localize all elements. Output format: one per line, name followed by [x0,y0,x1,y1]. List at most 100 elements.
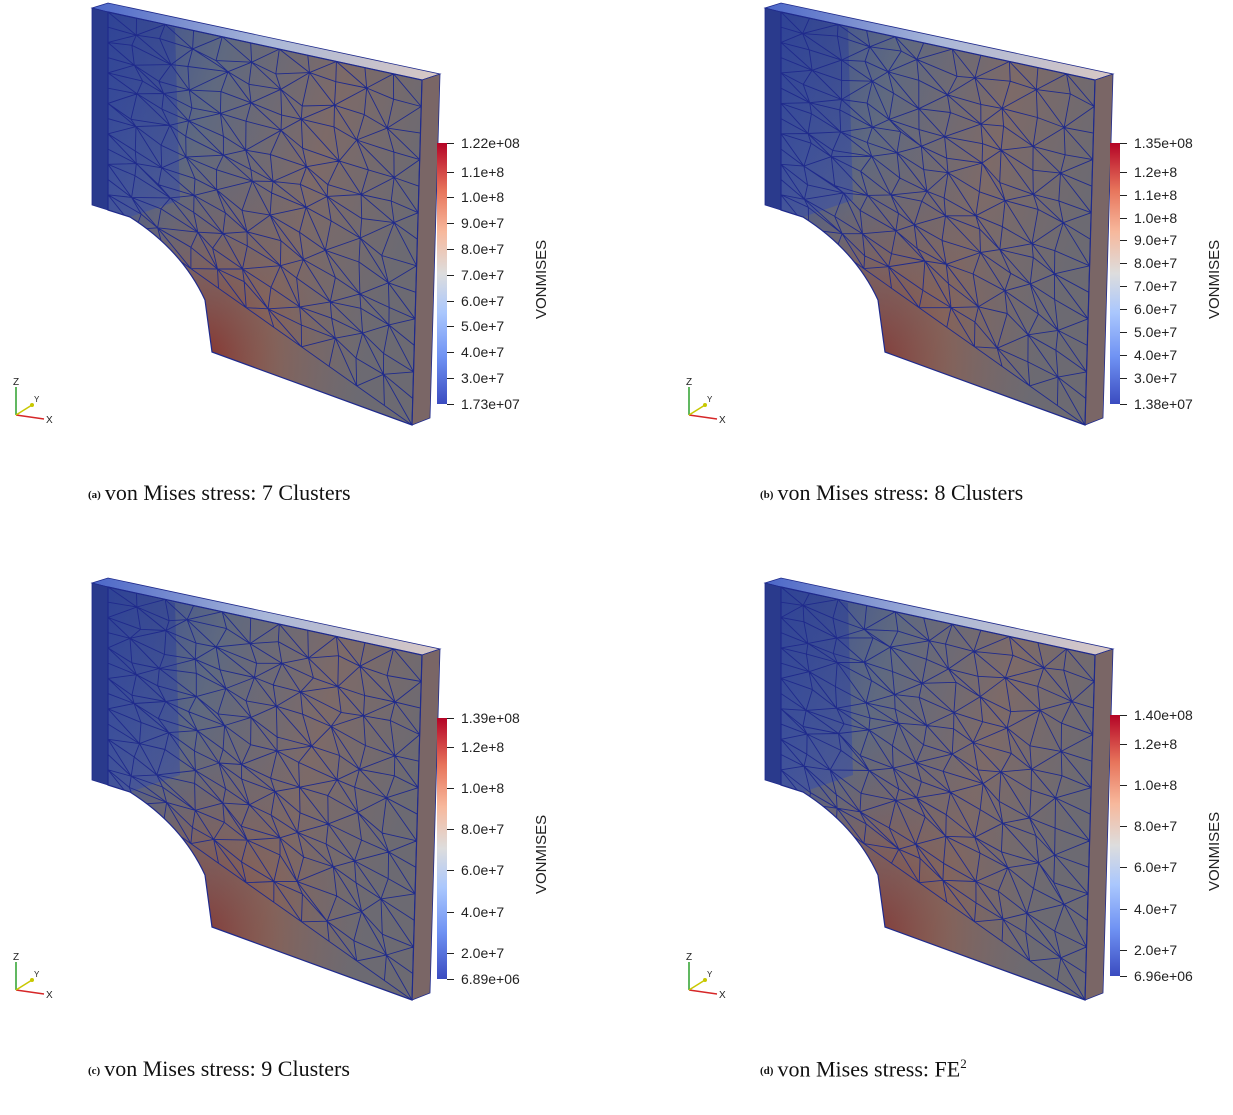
colorbar-tick-label: 1.0e+8 [461,189,505,206]
colorbar-tick-label: 2.0e+7 [1134,941,1178,958]
colorbar-tick [1120,171,1127,173]
plate-outline [107,586,423,1001]
mesh-plot [763,2,1115,426]
colorbar-tick [1120,949,1127,951]
colorbar-tick [1120,377,1127,379]
colorbar-tick [1120,867,1127,869]
caption-text: von Mises stress: 8 Clusters [777,480,1024,505]
colorbar-gradient [437,143,447,404]
colorbar-gradient [437,718,447,979]
orientation-axes: Z Y X [686,952,726,1000]
plate-left-face [764,7,782,211]
colorbar-tick [1120,263,1127,265]
colorbar-max-label: 1.35e+08 [1134,135,1193,151]
colorbar-tick-label: 5.0e+7 [461,318,505,335]
colorbar-tick-label: 7.0e+7 [1134,278,1178,295]
panel-a: 1.22e+08 1.1e+8 1.0e+8 9.0e+7 8.0e+7 7.0e+7 6.… [0,0,600,540]
colorbar-tick [1120,715,1127,716]
colorbar-tick-label: 9.0e+7 [461,215,505,232]
panel-caption: (b) von Mises stress: 8 Clusters [760,480,1023,506]
colorbar-min-label: 6.96e+06 [1134,968,1193,984]
colorbar-tick-label: 4.0e+7 [461,344,505,361]
colorbar-tick [447,787,454,789]
colorbar-tick [1120,286,1127,288]
mesh-plot [90,577,442,1001]
colorbar-max-label: 1.40e+08 [1134,707,1193,723]
colorbar-tick [447,952,454,954]
axis-label-z: Z [13,952,19,963]
colorbar-tick-label: 6.0e+7 [461,862,505,879]
colorbar-tick [1120,143,1127,144]
colorbar-tick-label: 1.1e+8 [1134,186,1178,203]
axis-label-x: X [46,415,53,425]
colorbar-tick-label: 1.0e+8 [1134,776,1178,793]
axis-label-x: X [46,990,53,1000]
panel-caption: (c) von Mises stress: 9 Clusters [88,1056,350,1082]
caption-superscript: 2 [960,1056,967,1071]
panel-caption: (a) von Mises stress: 7 Clusters [88,480,351,506]
colorbar: 1.40e+08 1.2e+8 1.0e+8 8.0e+7 6.0e+7 4.0e+7 2.… [1110,707,1193,984]
axis-label-z: Z [13,377,19,388]
colorbar-tick-label: 1.0e+8 [1134,209,1178,226]
colorbar-gradient [1110,715,1120,976]
colorbar-tick-label: 6.0e+7 [1134,859,1178,876]
colorbar: 1.22e+08 1.1e+8 1.0e+8 9.0e+7 8.0e+7 7.0e+7 6.… [437,135,520,412]
colorbar-tick-label: 1.2e+8 [1134,163,1178,180]
colorbar-tick [447,300,454,302]
colorbar-tick [1120,826,1127,828]
colorbar-tick [447,197,454,199]
plate-outline [780,11,1096,426]
colorbar-min-label: 6.89e+06 [461,971,520,987]
colorbar-tick [447,718,454,719]
colorbar-tick [447,979,454,980]
colorbar-tick [1120,743,1127,745]
axis-label-z: Z [686,377,692,388]
colorbar-tick [447,352,454,354]
colorbar-tick [447,404,454,405]
colorbar-title: VONMISES [533,814,550,894]
colorbar-title: VONMISES [533,239,550,319]
colorbar-tick [1120,309,1127,311]
colorbar-tick-label: 8.0e+7 [1134,818,1178,835]
colorbar-tick [1120,976,1127,977]
orientation-axes: Z Y X [13,377,53,425]
caption-tag: (c) [88,1065,101,1077]
plate-outline [780,586,1096,1001]
colorbar-tick [1120,354,1127,356]
colorbar-tick [1120,217,1127,219]
colorbar-tick [447,171,454,173]
colorbar-tick-label: 6.0e+7 [1134,301,1178,318]
colorbar-tick [1120,332,1127,334]
colorbar-tick [447,249,454,251]
colorbar-tick [1120,404,1127,405]
colorbar-tick-label: 3.0e+7 [1134,369,1178,386]
axis-label-y: Y [707,395,713,404]
panel-c: 1.39e+08 1.2e+8 1.0e+8 8.0e+7 6.0e+7 4.0e+7 2.… [0,575,600,1115]
colorbar-tick-label: 8.0e+7 [1134,255,1178,272]
colorbar-title: VONMISES [1206,239,1223,319]
colorbar-min-label: 1.38e+07 [1134,396,1193,412]
stress-hotspot [781,587,1095,1000]
colorbar-tick-label: 1.2e+8 [1134,735,1178,752]
colorbar-tick [447,377,454,379]
colorbar: 1.39e+08 1.2e+8 1.0e+8 8.0e+7 6.0e+7 4.0e+7 2.… [437,710,520,987]
colorbar-tick-label: 6.0e+7 [461,292,505,309]
colorbar-tick-label: 8.0e+7 [461,821,505,838]
axis-label-y: Y [707,970,713,979]
caption-text: von Mises stress: FE [777,1056,961,1082]
low-stress-region [781,12,853,217]
colorbar-tick [447,746,454,748]
colorbar-tick-label: 5.0e+7 [1134,324,1178,341]
colorbar-tick-label: 1.0e+8 [461,779,505,796]
mesh-plot [90,2,442,426]
colorbar-max-label: 1.22e+08 [461,135,520,151]
colorbar-tick [447,223,454,225]
colorbar-tick-label: 2.0e+7 [461,944,505,961]
colorbar-min-label: 1.73e+07 [461,396,520,412]
mesh-plot [763,577,1115,1001]
colorbar-tick [1120,240,1127,242]
colorbar-gradient [1110,143,1120,404]
colorbar-tick-label: 4.0e+7 [461,903,505,920]
colorbar-title: VONMISES [1206,811,1223,891]
plate-left-face [91,7,109,211]
